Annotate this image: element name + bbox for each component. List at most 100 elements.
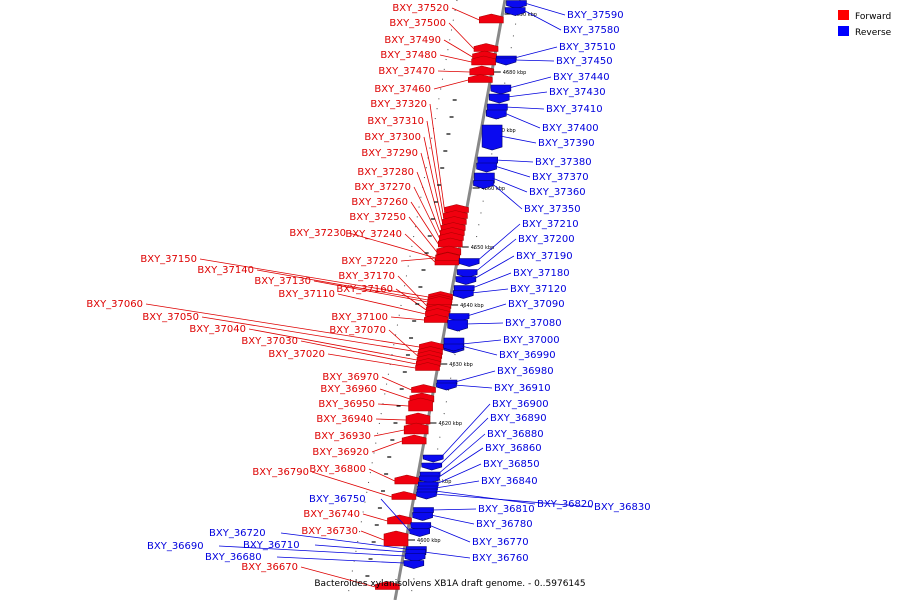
forward-gene-mark [405,412,431,425]
reverse-gene-connector [454,384,493,389]
reverse-gene-mark [452,290,474,299]
reverse-gene-connector [492,177,528,193]
reverse-gene-connector [524,2,566,16]
reverse-gene-mark [403,560,425,569]
reverse-gene-label: BXY_37450 [556,56,613,67]
reverse-gene-mark [473,180,494,189]
reverse-gene-mark [506,0,527,9]
reverse-gene-connector [508,76,552,89]
forward-gene-mark [442,216,467,225]
reverse-gene-label: BXY_37390 [538,138,595,149]
reverse-gene-label: BXY_36690 [147,541,204,552]
reverse-gene-connector [472,272,512,289]
reverse-gene-connector [494,165,531,178]
reverse-gene-label: BXY_36830 [594,502,651,513]
forward-gene-label: BXY_36730 [301,526,358,537]
forward-gene-label: BXY_36790 [252,467,309,478]
reverse-gene-mark [421,462,443,471]
forward-gene-label: BXY_37020 [268,349,325,360]
forward-gene-connector [145,303,420,348]
reverse-gene-label: BXY_36750 [309,494,366,505]
reverse-gene-label: BXY_36890 [490,413,547,424]
reverse-gene-label: BXY_36760 [472,553,529,564]
reverse-gene-label: BXY_37410 [546,104,603,115]
forward-gene-mark [391,491,417,500]
forward-gene-label: BXY_36920 [312,447,369,458]
reverse-gene-label: BXY_37400 [542,123,599,134]
forward-gene-connector [420,152,442,229]
forward-gene-mark [415,362,440,371]
scale-tick-label: 4690 kbp [513,12,537,18]
legend-forward-swatch [838,10,849,20]
reverse-gene-connector [522,9,562,31]
reverse-gene-connector [474,238,517,273]
reverse-gene-label: BXY_37200 [518,234,575,245]
reverse-gene-label: BXY_36980 [497,366,554,377]
forward-gene-connector [448,22,475,50]
forward-gene-connector [311,471,393,498]
reverse-gene-connector [454,370,496,383]
reverse-gene-label: BXY_37180 [513,268,570,279]
forward-gene-connector [360,530,385,541]
forward-gene-label: BXY_36970 [322,372,379,383]
reverse-gene-mark [443,343,464,352]
forward-gene-connector [371,440,403,453]
forward-gene-mark [443,210,468,219]
reverse-gene-connector [505,106,545,110]
forward-gene-label: BXY_37470 [378,66,435,77]
legend-forward: Forward [838,10,891,22]
forward-gene-label: BXY_37300 [364,132,421,143]
reverse-gene-connector [436,463,482,485]
reverse-gene-label: BXY_37000 [503,335,560,346]
reverse-gene-label: BXY_37360 [529,187,586,198]
forward-gene-mark [394,474,420,485]
forward-gene-connector [300,566,376,588]
reverse-gene-connector [437,447,484,479]
forward-gene-mark [411,384,436,393]
reverse-gene-mark [476,162,497,173]
forward-gene-label: BXY_37030 [241,336,298,347]
reverse-gene-connector [507,91,548,98]
reverse-gene-label: BXY_37210 [522,219,579,230]
forward-gene-label: BXY_37140 [197,265,254,276]
forward-gene-connector [397,275,428,307]
forward-gene-label: BXY_37230 [289,228,346,239]
reverse-gene-label: BXY_37580 [563,25,620,36]
reverse-gene-connector [466,303,507,317]
forward-gene-mark [444,204,469,213]
scale-tick-label: 4660 kbp [482,186,506,192]
forward-gene-label: BXY_37520 [392,3,449,14]
forward-gene-label: BXY_36950 [318,399,375,410]
forward-gene-connector [400,257,436,262]
reverse-gene-connector [461,339,502,345]
reverse-gene-label: BXY_37380 [535,157,592,168]
reverse-gene-label: BXY_37590 [567,10,624,21]
forward-gene-label: BXY_37170 [338,271,395,282]
forward-gene-label: BXY_37050 [142,312,199,323]
forward-gene-connector [362,513,388,522]
reverse-gene-label: BXY_37080 [505,318,562,329]
forward-gene-mark [436,245,462,256]
forward-gene-label: BXY_37110 [278,289,335,300]
forward-gene-label: BXY_36960 [320,384,377,395]
reverse-gene-connector [380,498,410,532]
reverse-gene-mark [436,382,457,391]
reverse-gene-label: BXY_37510 [559,42,616,53]
forward-gene-label: BXY_37480 [380,50,437,61]
forward-gene-mark [471,55,496,66]
reverse-gene-mark [409,528,430,537]
reverse-gene-connector [437,433,486,475]
forward-gene-label: BXY_37160 [336,284,393,295]
reverse-gene-label: BXY_36840 [481,476,538,487]
genome-caption: Bacteroides xylanisolvens XB1A draft gen… [314,579,586,589]
reverse-gene-connector [434,490,536,505]
forward-gene-mark [375,581,400,590]
forward-gene-label: BXY_37320 [370,99,427,110]
forward-gene-label: BXY_37220 [341,256,398,267]
forward-gene-connector [337,293,426,315]
reverse-gene-connector [280,532,407,550]
forward-gene-connector [348,232,436,259]
forward-gene-label: BXY_37270 [354,182,411,193]
legend-reverse: Reverse [838,26,891,38]
reverse-gene-connector [465,322,504,325]
